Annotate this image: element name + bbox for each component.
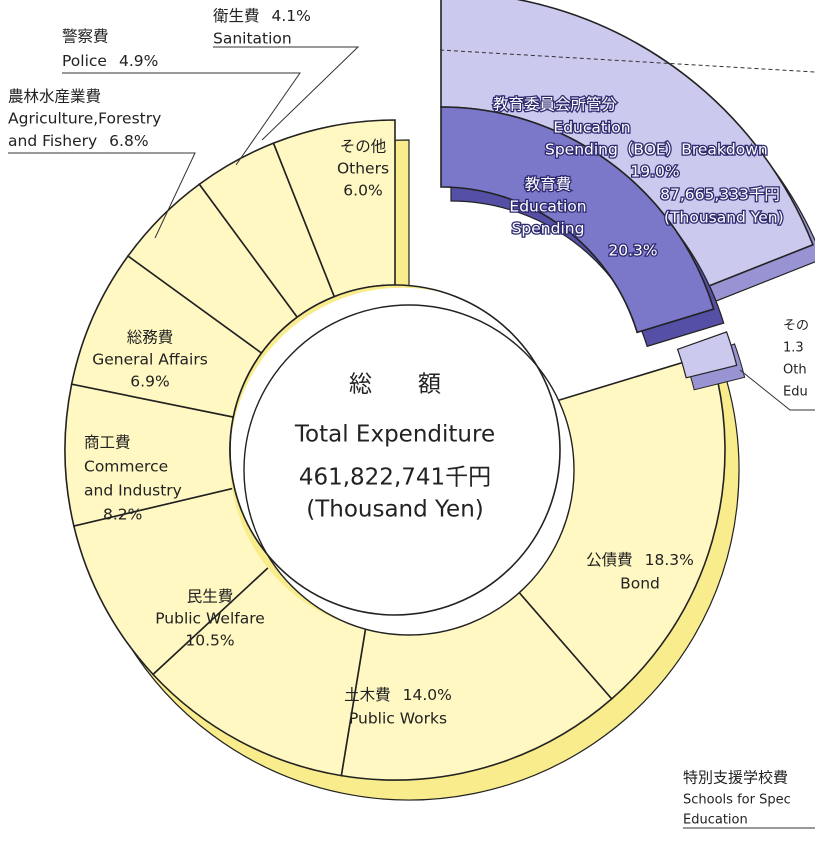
segment-label: Others <box>337 160 389 178</box>
breakdown-value: 19.0% <box>630 163 679 181</box>
segment-label: Education <box>509 198 586 216</box>
segment-name: and Fishery <box>8 132 97 150</box>
segment-label: and Industry <box>84 482 182 500</box>
center-text: (Thousand Yen) <box>306 497 484 523</box>
special-schools-label: 特別支援学校費 <box>683 769 788 787</box>
breakdown-label: Education <box>553 119 630 137</box>
other-education-label: Edu <box>783 385 808 400</box>
segment-value: 4.1% <box>272 7 311 25</box>
segment-label: 衛生費 4.1% <box>213 7 311 25</box>
breakdown-amount: 87,665,333千円 <box>660 186 780 204</box>
segment-label: Commerce <box>84 458 168 476</box>
segment-label: 総務費 <box>127 329 174 347</box>
segment-label: Public Works <box>349 710 447 728</box>
segment-name: Police <box>62 52 107 70</box>
segment-label: Public Welfare <box>155 610 265 628</box>
segment-label: Police 4.9% <box>62 52 158 70</box>
segment-value: 8.2% <box>103 506 142 524</box>
other-education-label: 1.3 <box>783 341 804 356</box>
center-text: 461,822,741千円 <box>299 465 491 491</box>
segment-label: 土木費 14.0% <box>344 686 452 704</box>
segment-value: 6.0% <box>343 182 382 200</box>
segment-label: 商工費 <box>84 434 131 452</box>
other-education-label: その <box>783 319 809 334</box>
segment-name: 衛生費 <box>213 7 260 25</box>
segment-label: and Fishery 6.8% <box>8 132 149 150</box>
leader-line <box>213 46 360 141</box>
segment-label: Agriculture,Forestry <box>8 110 161 128</box>
leader-line <box>62 72 301 166</box>
segment-label: 警察費 <box>62 28 109 46</box>
segment-label: 公債費 18.3% <box>586 551 694 569</box>
segment-label: その他 <box>340 138 387 156</box>
leader-line <box>739 369 815 411</box>
segment-label: Spending <box>512 220 585 238</box>
leader-line <box>8 152 196 239</box>
breakdown-label: 教育委員会所管分 <box>493 96 618 114</box>
hole-inner <box>243 304 575 636</box>
segment-value: 4.9% <box>119 52 158 70</box>
center-text: Total Expenditure <box>294 422 495 448</box>
segment-label: 民生費 <box>187 588 234 606</box>
segment-value: 18.3% <box>645 551 694 569</box>
segment-value: 6.9% <box>130 373 169 391</box>
special-schools-label: Schools for Spec <box>683 793 791 808</box>
segment-value: 20.3% <box>608 242 657 260</box>
center-text: 総 額 <box>349 372 441 398</box>
donut <box>64 0 815 801</box>
breakdown-label: Spending（BOE）Breakdown <box>545 141 768 159</box>
segment-label: 教育費 <box>525 176 572 194</box>
breakdown-unit: (Thousand Yen) <box>664 209 784 227</box>
segment-value: 10.5% <box>185 632 234 650</box>
segment-name: 土木費 <box>344 686 391 704</box>
segment-label: Sanitation <box>213 30 292 48</box>
segment-label: Bond <box>620 575 660 593</box>
segment-value: 6.8% <box>109 132 148 150</box>
special-schools-label: Education <box>683 813 748 828</box>
other-education-label: Oth <box>783 363 807 378</box>
hole-edge <box>229 284 561 616</box>
labels: 総 額 Total Expenditure 461,822,741千円 (Thousa… <box>8 7 815 829</box>
segment-label: 農林水産業費 <box>8 88 101 106</box>
education-band <box>440 106 715 334</box>
segment-value: 14.0% <box>403 686 452 704</box>
segment-label: General Affairs <box>92 351 208 369</box>
segment-name: 公債費 <box>586 551 633 569</box>
other-education <box>676 331 738 379</box>
